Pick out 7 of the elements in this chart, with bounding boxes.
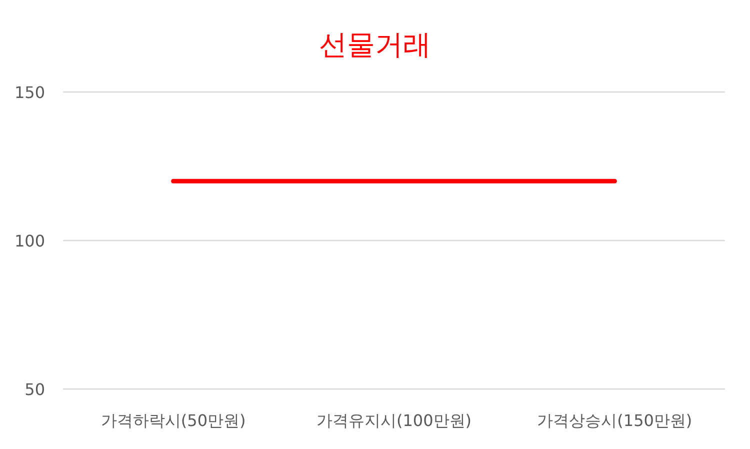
y-tick-label: 100 (14, 232, 45, 250)
x-tick-label: 가격유지시(100만원) (316, 411, 472, 430)
chart-title: 선물거래 (319, 28, 431, 61)
x-tick-label: 가격상승시(150만원) (537, 411, 692, 430)
y-tick-label: 150 (14, 83, 45, 102)
x-tick-label: 가격하락시(50만원) (100, 411, 246, 430)
y-tick-label: 50 (24, 380, 45, 399)
